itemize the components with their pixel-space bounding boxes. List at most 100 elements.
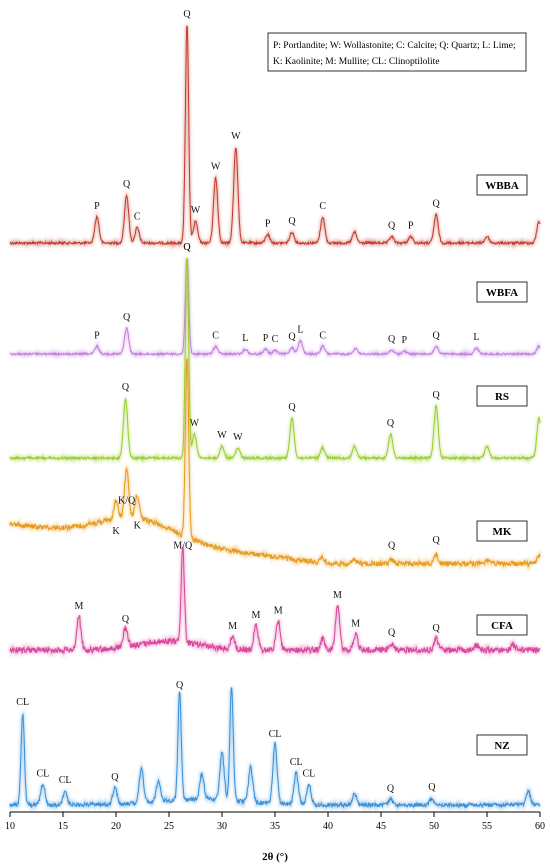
x-tick-label: 55 xyxy=(482,821,492,832)
peak-label: Q xyxy=(288,216,296,227)
peak-label: P xyxy=(408,221,414,232)
series-line-rs xyxy=(9,258,541,461)
peak-label: Q xyxy=(122,614,130,625)
peak-label: L xyxy=(297,325,303,336)
x-tick-label: 20 xyxy=(111,821,121,832)
x-tick-label: 40 xyxy=(323,821,333,832)
sample-label: WBBA xyxy=(485,180,519,192)
peak-label: P xyxy=(402,335,408,346)
peak-label: Q xyxy=(432,535,440,546)
peak-label: Q xyxy=(387,418,395,429)
sample-label: NZ xyxy=(494,740,509,752)
peak-label: CL xyxy=(290,757,303,768)
series-line-wbba xyxy=(9,25,541,247)
sample-label-box xyxy=(476,174,528,196)
peak-label: C xyxy=(134,212,141,223)
legend-line-1: P: Portlandite; W: Wollastonite; C: Calc… xyxy=(273,41,516,51)
x-tick-label: 45 xyxy=(376,821,386,832)
peak-label: M/Q xyxy=(173,541,193,552)
sample-label: RS xyxy=(495,391,509,403)
peak-label: M xyxy=(333,590,342,601)
peak-label: C xyxy=(319,201,326,212)
peak-label: L xyxy=(473,332,479,343)
legend: P: Portlandite; W: Wollastonite; C: Calc… xyxy=(267,32,527,72)
x-tick-label: 60 xyxy=(535,821,545,832)
peak-label: CL xyxy=(37,768,50,779)
peak-label: Q xyxy=(432,199,440,210)
sample-label-box xyxy=(476,281,528,303)
peak-label: W xyxy=(231,131,241,142)
peak-label: Q xyxy=(288,402,296,413)
peak-label: W xyxy=(211,162,221,173)
series-line-nz xyxy=(9,687,541,809)
sample-label-box xyxy=(476,614,528,636)
peak-label: Q xyxy=(288,331,296,342)
peak-label: CL xyxy=(303,768,316,779)
series-mk: K K/Q K Q Q MK xyxy=(8,355,542,572)
sample-label: CFA xyxy=(491,620,513,632)
peak-label: Q xyxy=(123,179,131,190)
sample-label-box xyxy=(476,734,528,756)
peak-label: Q xyxy=(123,312,131,323)
peak-label: Q xyxy=(183,242,191,253)
series-wbba: P Q C Q W W W P Q C Q P Q WBBA xyxy=(8,9,542,250)
peak-label: K/Q xyxy=(118,495,136,506)
peak-label: CL xyxy=(59,775,72,786)
series-line-wbfa xyxy=(9,258,541,357)
peak-label: M xyxy=(228,621,237,632)
peak-label: K xyxy=(112,526,120,537)
x-tick-label: 30 xyxy=(217,821,227,832)
peak-label: Q xyxy=(388,627,396,638)
peak-label: Q xyxy=(428,782,436,793)
peak-label: Q xyxy=(432,390,440,401)
peak-label: Q xyxy=(176,680,184,691)
x-tick-label: 25 xyxy=(164,821,174,832)
peak-label: Q xyxy=(388,334,396,345)
peak-label: Q xyxy=(388,540,396,551)
peak-label: M xyxy=(274,605,283,616)
peak-label: Q xyxy=(432,330,440,341)
series-glow-nz xyxy=(8,687,541,813)
series-cfa: M Q M/Q M M M M M Q Q CFA xyxy=(8,541,541,659)
peak-label: Q xyxy=(388,221,396,232)
sample-label-box xyxy=(476,385,528,407)
x-tick-label: 15 xyxy=(58,821,68,832)
peak-label: M xyxy=(251,610,260,621)
peak-label: W xyxy=(190,418,200,429)
sample-label-box xyxy=(476,520,528,542)
peak-label: Q xyxy=(111,772,119,783)
series-line-mk xyxy=(9,358,541,568)
peak-label: W xyxy=(217,430,227,441)
peak-label: P xyxy=(94,201,100,212)
peak-label: C xyxy=(212,330,219,341)
peak-label: L xyxy=(242,333,248,344)
peak-label: C xyxy=(272,334,279,345)
x-ticks: 10 15 20 25 30 35 40 45 50 55 60 xyxy=(5,812,545,832)
x-tick-label: 10 xyxy=(5,821,15,832)
peak-label: Q xyxy=(432,623,440,634)
peak-label: K xyxy=(134,521,142,532)
x-tick-label: 50 xyxy=(429,821,439,832)
series-line-cfa xyxy=(9,546,541,655)
peak-label: Q xyxy=(183,9,191,20)
peak-label: M xyxy=(351,619,360,630)
peak-label: C xyxy=(319,330,326,341)
x-axis-title: 2θ (°) xyxy=(262,851,288,863)
x-axis: 10 15 20 25 30 35 40 45 50 55 60 2θ (°) xyxy=(5,811,545,863)
peak-label: Q xyxy=(387,783,395,794)
sample-label: MK xyxy=(493,526,512,538)
x-tick-label: 35 xyxy=(270,821,280,832)
peak-label: P xyxy=(265,218,271,229)
peak-label: Q xyxy=(183,242,191,253)
peak-label: P xyxy=(263,333,269,344)
peak-label: W xyxy=(233,432,243,443)
series-glow-rs xyxy=(8,258,542,465)
peak-label: Q xyxy=(122,382,130,393)
sample-label: WBFA xyxy=(486,287,518,299)
peak-label: CL xyxy=(269,729,282,740)
